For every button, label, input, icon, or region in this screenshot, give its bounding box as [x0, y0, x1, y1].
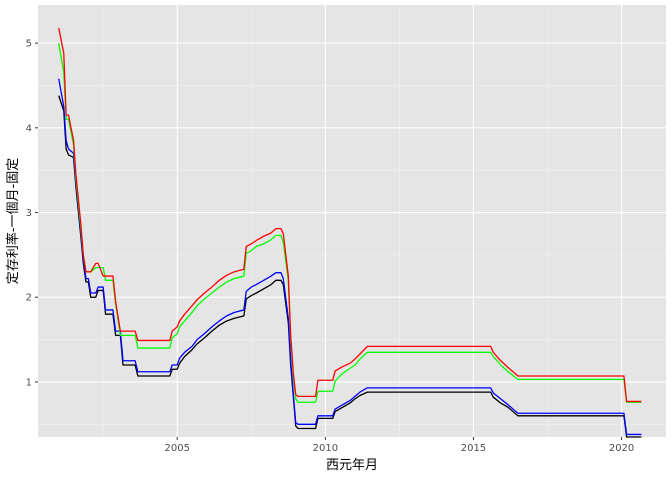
- major-gridlines: [38, 5, 666, 437]
- x-tick-label: 2015: [461, 443, 486, 454]
- x-tick-label: 2020: [609, 443, 634, 454]
- series-layer: [58, 27, 642, 438]
- x-tick-label: 2005: [164, 443, 189, 454]
- series-line-3: [58, 43, 642, 403]
- y-tick-label: 5: [26, 39, 32, 50]
- x-axis-title: 西元年月: [326, 458, 378, 473]
- y-tick-label: 1: [26, 377, 32, 388]
- y-tick-label: 4: [26, 123, 32, 134]
- minor-gridlines: [38, 5, 666, 437]
- plot-background: [38, 5, 666, 437]
- y-tick-label: 3: [26, 208, 32, 219]
- series-line-2: [58, 78, 642, 436]
- y-tick-label: 2: [26, 293, 32, 304]
- y-axis-title: 定存利率-一個月-固定: [5, 158, 21, 284]
- x-axis: 2005 2010 2015 2020: [164, 437, 634, 454]
- x-tick-label: 2010: [313, 443, 338, 454]
- series-line-4: [58, 27, 642, 403]
- series-line-1: [58, 95, 642, 438]
- y-axis: 1 2 3 4 5: [26, 39, 38, 388]
